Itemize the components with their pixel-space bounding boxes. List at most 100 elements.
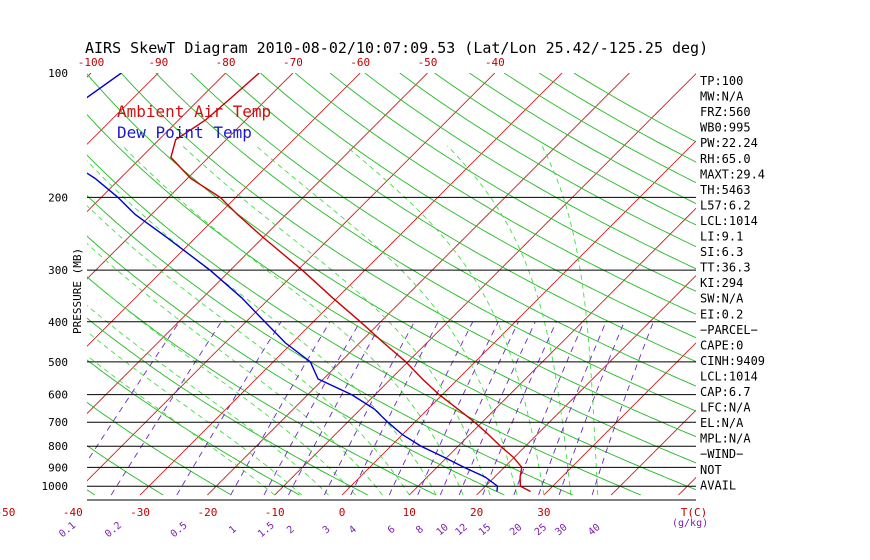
index-item: SI:6.3 [700,245,743,259]
isotherm-line [87,73,294,280]
mixing-ratio-label: 12 [453,522,469,538]
mixing-ratio-label: 4 [347,524,359,536]
top-tick-label: -100 [78,56,105,69]
index-item: EI:0.2 [700,307,743,321]
dry-adiabat-line [87,317,369,496]
index-item: TT:36.3 [700,261,751,275]
mixing-ratio-line [323,321,415,496]
pressure-tick-label: 800 [48,440,68,453]
index-item: AVAIL [700,478,736,492]
pressure-tick-label: 700 [48,416,68,429]
bottom-tick-label: 0 [339,506,346,519]
bottom-tick-label: -30 [130,506,150,519]
dry-adiabat-line [87,445,164,496]
mixing-ratio-label: 0.2 [103,520,124,540]
mixing-ratio-line [230,321,331,496]
pressure-tick-label: 300 [48,264,68,277]
bottom-tick-label: -40 [63,506,83,519]
isotherm-line [341,140,696,496]
mixing-ratio-line [417,321,499,496]
dry-adiabat-line [469,73,696,205]
dry-adiabat-line [260,73,696,339]
pressure-tick-label: 600 [48,389,68,402]
index-item: SW:N/A [700,292,744,306]
index-item: CAPE:0 [700,338,743,352]
pressure-tick-label: 1000 [42,480,69,493]
mixing-ratio-label: 30 [553,522,569,538]
index-item: MPL:N/A [700,432,751,446]
mixing-ratio-label: 10 [435,522,451,538]
isotherm-line [0,73,24,495]
mixing-ratio-line [350,321,439,496]
bottom-tick-label: 20 [470,506,483,519]
bottom-tick-label: 10 [403,506,416,519]
mixing-ratio-line [288,321,383,496]
moist-adiabat-line [87,331,302,496]
top-tick-label: -90 [148,56,168,69]
dry-adiabat-line [364,73,696,270]
dry-adiabat-line [87,235,505,496]
index-item: −WIND− [700,447,743,461]
index-item: LFC:N/A [700,401,751,415]
mixing-ratio-label: 25 [533,522,549,538]
isotherm-line [408,207,696,496]
dry-adiabat-line [329,73,696,292]
index-item: KI:294 [700,276,743,290]
mixing-ratio-unit: (g/kg) [672,518,708,529]
dry-adiabat-line [87,401,232,496]
top-tick-label: -80 [216,56,236,69]
bottom-tick-label: -20 [197,506,217,519]
top-temperature-tick-labels: -100 -90 -80 -70 -60 -50 -40 [78,56,505,69]
top-tick-label: -70 [283,56,303,69]
pressure-tick-label: 100 [48,67,68,80]
moist-adiabat-line [447,145,572,496]
index-item: −PARCEL− [700,323,758,337]
pressure-tick-label: 500 [48,356,68,369]
mixing-ratio-label: 2 [285,524,297,536]
mixing-ratio-line [513,321,585,496]
dry-adiabat-line [399,73,696,248]
index-item: LCL:1014 [700,214,758,228]
index-item: NOT [700,463,722,477]
dry-adiabat-line [120,73,696,438]
mixing-ratio-label: 1.5 [256,520,277,540]
chart-title: AIRS SkewT Diagram 2010-08-02/10:07:09.5… [85,39,708,57]
moist-adiabat-line [255,145,518,496]
isotherm-line [87,73,361,347]
pressure-tick-label: 400 [48,316,68,329]
bottom-temperature-tick-labels: -50 -40 -30 -20 -10 0 10 20 30 T(C) [0,506,707,519]
dry-adiabat-line [87,276,437,496]
index-item: TP:100 [700,74,743,88]
bottom-tick-label: -50 [0,506,15,519]
mixing-ratio-label: 40 [586,522,602,538]
moist-adiabat-line [122,145,464,496]
top-tick-label: -50 [418,56,438,69]
mixing-ratio-label: 6 [386,524,398,536]
legend-dewpoint: Dew Point Temp [117,123,252,142]
mixing-ratio-label: 1 [227,524,239,536]
y-axis-label: PRESSURE (MB) [71,248,84,334]
mixing-ratio-line [110,321,222,496]
dry-adiabat-line [87,154,641,496]
index-item: RH:65.0 [700,152,751,166]
dry-adiabat-line [87,195,573,496]
dry-adiabat-line [225,73,696,363]
mixing-ratio-line [87,321,180,463]
isotherm-line [87,73,428,415]
dry-adiabat-line [294,73,696,315]
mixing-ratio-label: 0.1 [57,520,78,540]
mixing-ratio-line [558,321,625,496]
index-item: TH:5463 [700,183,751,197]
isobar-lines [87,196,696,501]
mixing-ratio-line [591,321,654,496]
index-item: L57:6.2 [700,198,751,212]
mixing-ratio-label: 20 [508,522,524,538]
mixing-ratio-line [482,321,557,496]
index-item: CAP:6.7 [700,385,751,399]
index-item: PW:22.24 [700,136,758,150]
pressure-tick-labels: 100 200 300 400 500 600 700 800 900 1000 [42,67,69,493]
temperature-unit-label: T(C) [681,506,708,519]
isotherm-line [139,73,563,496]
index-item: LCL:1014 [700,369,758,383]
